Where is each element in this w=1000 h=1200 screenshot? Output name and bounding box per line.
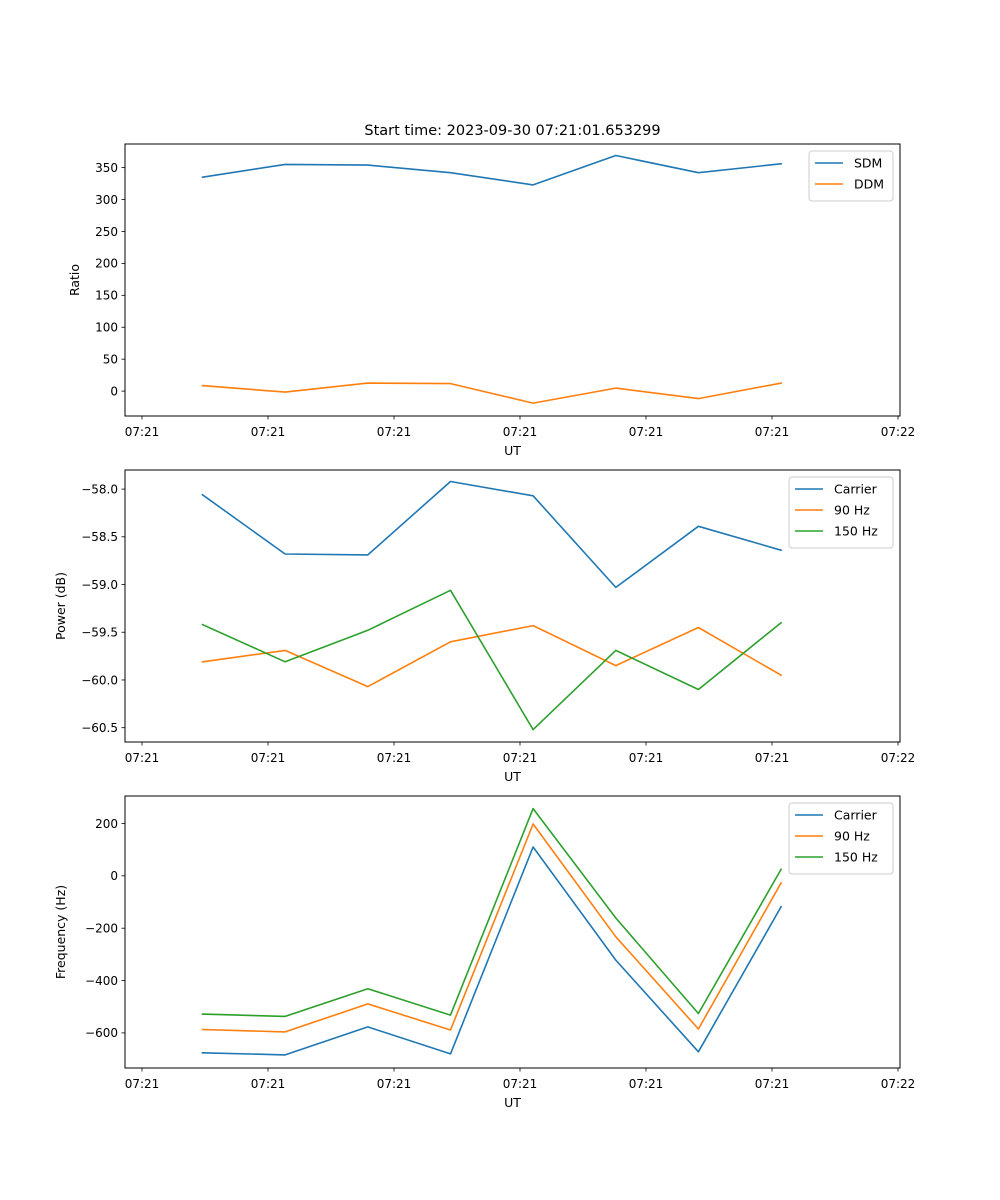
x-tick-label: 07:21	[755, 751, 790, 765]
x-tick-label: 07:21	[125, 751, 160, 765]
x-tick-label: 07:22	[881, 751, 916, 765]
x-tick-label: 07:21	[629, 425, 664, 439]
y-tick-label: −58.5	[81, 530, 118, 544]
y-tick-label: 200	[95, 817, 118, 831]
figure-title: Start time: 2023-09-30 07:21:01.653299	[364, 123, 660, 139]
x-tick-label: 07:21	[503, 751, 538, 765]
x-tick-label: 07:21	[125, 425, 160, 439]
legend-label: 90 Hz	[834, 829, 870, 844]
series-line-carrier	[201, 480, 783, 589]
axes-frame	[124, 795, 901, 1069]
y-axis-label: Frequency (Hz)	[53, 885, 68, 979]
x-axis-label: UT	[504, 1095, 521, 1110]
y-tick-label: −60.5	[81, 721, 118, 735]
x-tick-label: 07:21	[377, 751, 412, 765]
x-tick-label: 07:21	[629, 751, 664, 765]
y-tick-label: −600	[85, 1026, 118, 1040]
y-tick-label: 250	[95, 225, 118, 239]
y-tick-label: 50	[103, 352, 118, 366]
y-tick-label: −59.0	[81, 578, 118, 592]
legend-label: SDM	[854, 156, 882, 171]
y-tick-label: −200	[85, 922, 118, 936]
series-line-150-hz	[201, 807, 783, 1018]
x-tick-label: 07:21	[755, 1077, 790, 1091]
x-tick-label: 07:21	[125, 1077, 160, 1091]
axes-frame	[124, 469, 901, 743]
frequency-panel: −600 −400 −200 0 200 07:21 07:21 07:21 07:21 07:2…	[53, 795, 916, 1110]
legend-label: Carrier	[834, 482, 878, 497]
x-tick-label: 07:21	[503, 425, 538, 439]
legend-label: DDM	[854, 177, 884, 192]
y-tick-label: 300	[95, 193, 118, 207]
y-tick-label: 0	[110, 384, 118, 398]
y-tick-label: 350	[95, 161, 118, 175]
legend-label: 150 Hz	[834, 850, 878, 865]
x-tick-label: 07:21	[377, 425, 412, 439]
ratio-panel: 0 50 100 150 200 250 300 350 07:21 07:21 07:21 07:2…	[67, 143, 916, 458]
y-tick-label: −60.0	[81, 673, 118, 687]
series-line-ddm	[201, 382, 783, 404]
x-axis-label: UT	[504, 443, 521, 458]
y-tick-label: 100	[95, 321, 118, 335]
series-line-90-hz	[201, 624, 783, 688]
x-axis-label: UT	[504, 769, 521, 784]
x-tick-label: 07:22	[881, 425, 916, 439]
legend-label: 90 Hz	[834, 503, 870, 518]
series-line-carrier	[201, 846, 783, 1056]
y-tick-label: −58.0	[81, 482, 118, 496]
y-axis-label: Ratio	[67, 264, 82, 296]
x-tick-label: 07:21	[251, 1077, 286, 1091]
x-tick-label: 07:21	[251, 425, 286, 439]
series-line-150-hz	[201, 589, 783, 731]
y-tick-label: −400	[85, 974, 118, 988]
y-tick-label: −59.5	[81, 626, 118, 640]
x-tick-label: 07:21	[251, 751, 286, 765]
x-tick-label: 07:21	[755, 425, 790, 439]
y-axis-label: Power (dB)	[53, 572, 68, 640]
series-line-sdm	[201, 154, 782, 186]
x-tick-label: 07:21	[377, 1077, 412, 1091]
legend-label: 150 Hz	[834, 524, 878, 539]
x-tick-label: 07:21	[503, 1077, 538, 1091]
power-panel: −60.5 −60.0 −59.5 −59.0 −58.5 −58.0 07:21 07:21…	[53, 469, 916, 784]
y-tick-label: 150	[95, 289, 118, 303]
y-tick-label: 0	[110, 869, 118, 883]
legend-label: Carrier	[834, 808, 878, 823]
series-line-90-hz	[201, 823, 783, 1033]
axes-frame	[124, 143, 901, 417]
x-tick-label: 07:21	[629, 1077, 664, 1091]
y-tick-label: 200	[95, 257, 118, 271]
x-tick-label: 07:22	[881, 1077, 916, 1091]
